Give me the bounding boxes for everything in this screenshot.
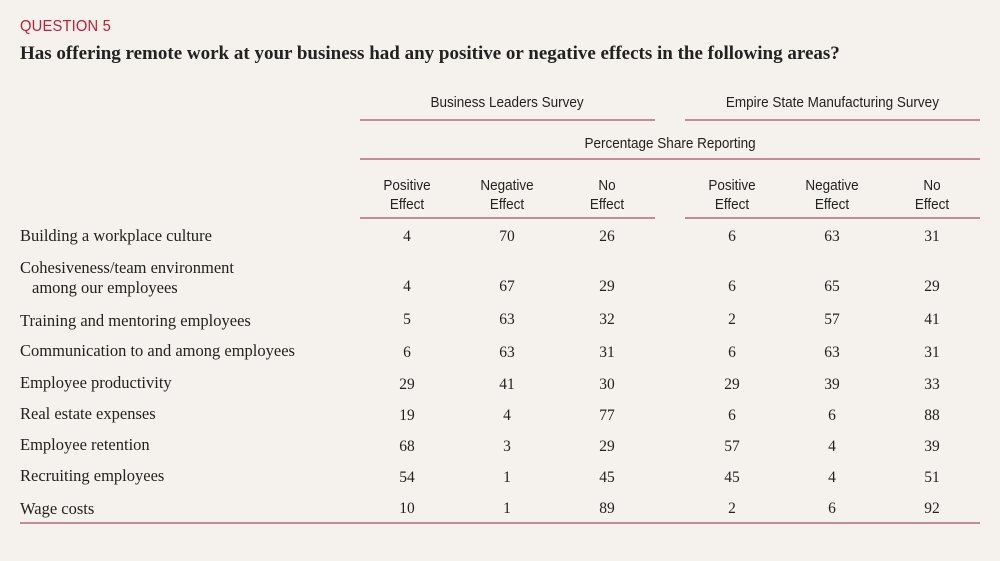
question-label: QUESTION 5	[20, 18, 111, 35]
table-cell: 4	[403, 228, 411, 245]
table-cell: 6	[828, 500, 836, 517]
table-cell: 6	[828, 407, 836, 424]
row-label: Communication to and among employees	[20, 341, 295, 360]
column-header-2: No Effect	[589, 177, 625, 213]
table-cell: 54	[399, 469, 415, 486]
colhead-rule-right	[685, 217, 980, 219]
row-label: Wage costs	[20, 499, 95, 518]
row-label: Building a workplace culture	[20, 226, 212, 245]
table-subtitle: Percentage Share Reporting	[584, 135, 756, 152]
question-title: Has offering remote work at your busines…	[20, 43, 840, 64]
subtitle-rule	[360, 158, 980, 160]
table-cell: 68	[399, 438, 415, 455]
table-cell: 6	[728, 344, 736, 361]
table-cell: 45	[599, 469, 615, 486]
table-cell: 29	[924, 278, 940, 295]
table-cell: 41	[499, 376, 515, 393]
column-header-0: Positive Effect	[383, 177, 431, 213]
table-cell: 31	[599, 344, 615, 361]
table-cell: 70	[499, 228, 515, 245]
table-cell: 88	[924, 407, 940, 424]
table-cell: 92	[924, 500, 940, 517]
table-cell: 63	[499, 344, 515, 361]
table-cell: 39	[824, 376, 840, 393]
table-cell: 57	[824, 311, 840, 328]
table-cell: 19	[399, 407, 415, 424]
row-label: Recruiting employees	[20, 466, 165, 485]
column-header-4: Negative Effect	[805, 177, 859, 213]
table-cell: 1	[503, 469, 511, 486]
table-cell: 32	[599, 311, 615, 328]
table-cell: 2	[728, 500, 736, 517]
table-cell: 4	[503, 407, 511, 424]
table-cell: 6	[728, 278, 736, 295]
table-cell: 1	[503, 500, 511, 517]
table-cell: 29	[399, 376, 415, 393]
row-label: Training and mentoring employees	[20, 311, 251, 330]
table-cell: 6	[403, 344, 411, 361]
table-cell: 5	[403, 311, 411, 328]
table-cell: 39	[924, 438, 940, 455]
row-label: Real estate expenses	[20, 404, 156, 423]
table-cell: 63	[499, 311, 515, 328]
table-cell: 30	[599, 376, 615, 393]
table-cell: 4	[828, 438, 836, 455]
table-cell: 4	[828, 469, 836, 486]
table-cell: 26	[599, 228, 615, 245]
column-header-1: Negative Effect	[480, 177, 534, 213]
table-cell: 65	[824, 278, 840, 295]
table-cell: 51	[924, 469, 940, 486]
column-header-3: Positive Effect	[708, 177, 756, 213]
colhead-rule-left	[360, 217, 655, 219]
table-cell: 4	[403, 278, 411, 295]
table-cell: 29	[599, 438, 615, 455]
column-header-5: No Effect	[914, 177, 950, 213]
table-cell: 31	[924, 228, 940, 245]
table-cell: 6	[728, 228, 736, 245]
table-cell: 29	[724, 376, 740, 393]
table-cell: 33	[924, 376, 940, 393]
row-label: Employee retention	[20, 435, 150, 454]
table-cell: 45	[724, 469, 740, 486]
table-cell: 63	[824, 344, 840, 361]
table-cell: 77	[599, 407, 615, 424]
table-cell: 57	[724, 438, 740, 455]
table-cell: 6	[728, 407, 736, 424]
table-bottom-rule	[20, 522, 980, 524]
row-label: Cohesiveness/team environment among our e…	[20, 258, 234, 297]
table-cell: 3	[503, 438, 511, 455]
table-cell: 10	[399, 500, 415, 517]
group-header-empire-state: Empire State Manufacturing Survey	[725, 94, 940, 111]
table-cell: 29	[599, 278, 615, 295]
table-cell: 31	[924, 344, 940, 361]
group-header-business-leaders: Business Leaders Survey	[430, 94, 585, 111]
group-rule-right	[685, 119, 980, 121]
table-cell: 67	[499, 278, 515, 295]
group-rule-left	[360, 119, 655, 121]
table-cell: 63	[824, 228, 840, 245]
table-cell: 89	[599, 500, 615, 517]
table-cell: 41	[924, 311, 940, 328]
table-cell: 2	[728, 311, 736, 328]
row-label: Employee productivity	[20, 373, 172, 392]
